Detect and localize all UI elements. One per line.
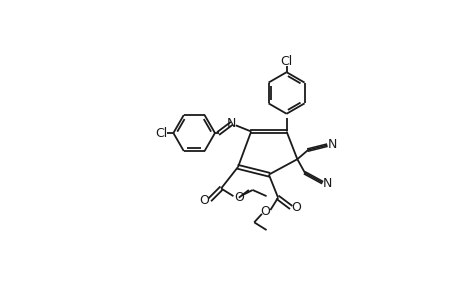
Text: O: O: [233, 191, 243, 204]
Text: O: O: [291, 201, 301, 214]
Text: Cl: Cl: [155, 127, 167, 140]
Text: O: O: [199, 194, 209, 206]
Text: N: N: [226, 117, 235, 130]
Text: N: N: [327, 138, 336, 151]
Text: Cl: Cl: [280, 55, 292, 68]
Text: O: O: [259, 205, 269, 218]
Text: N: N: [322, 177, 331, 190]
